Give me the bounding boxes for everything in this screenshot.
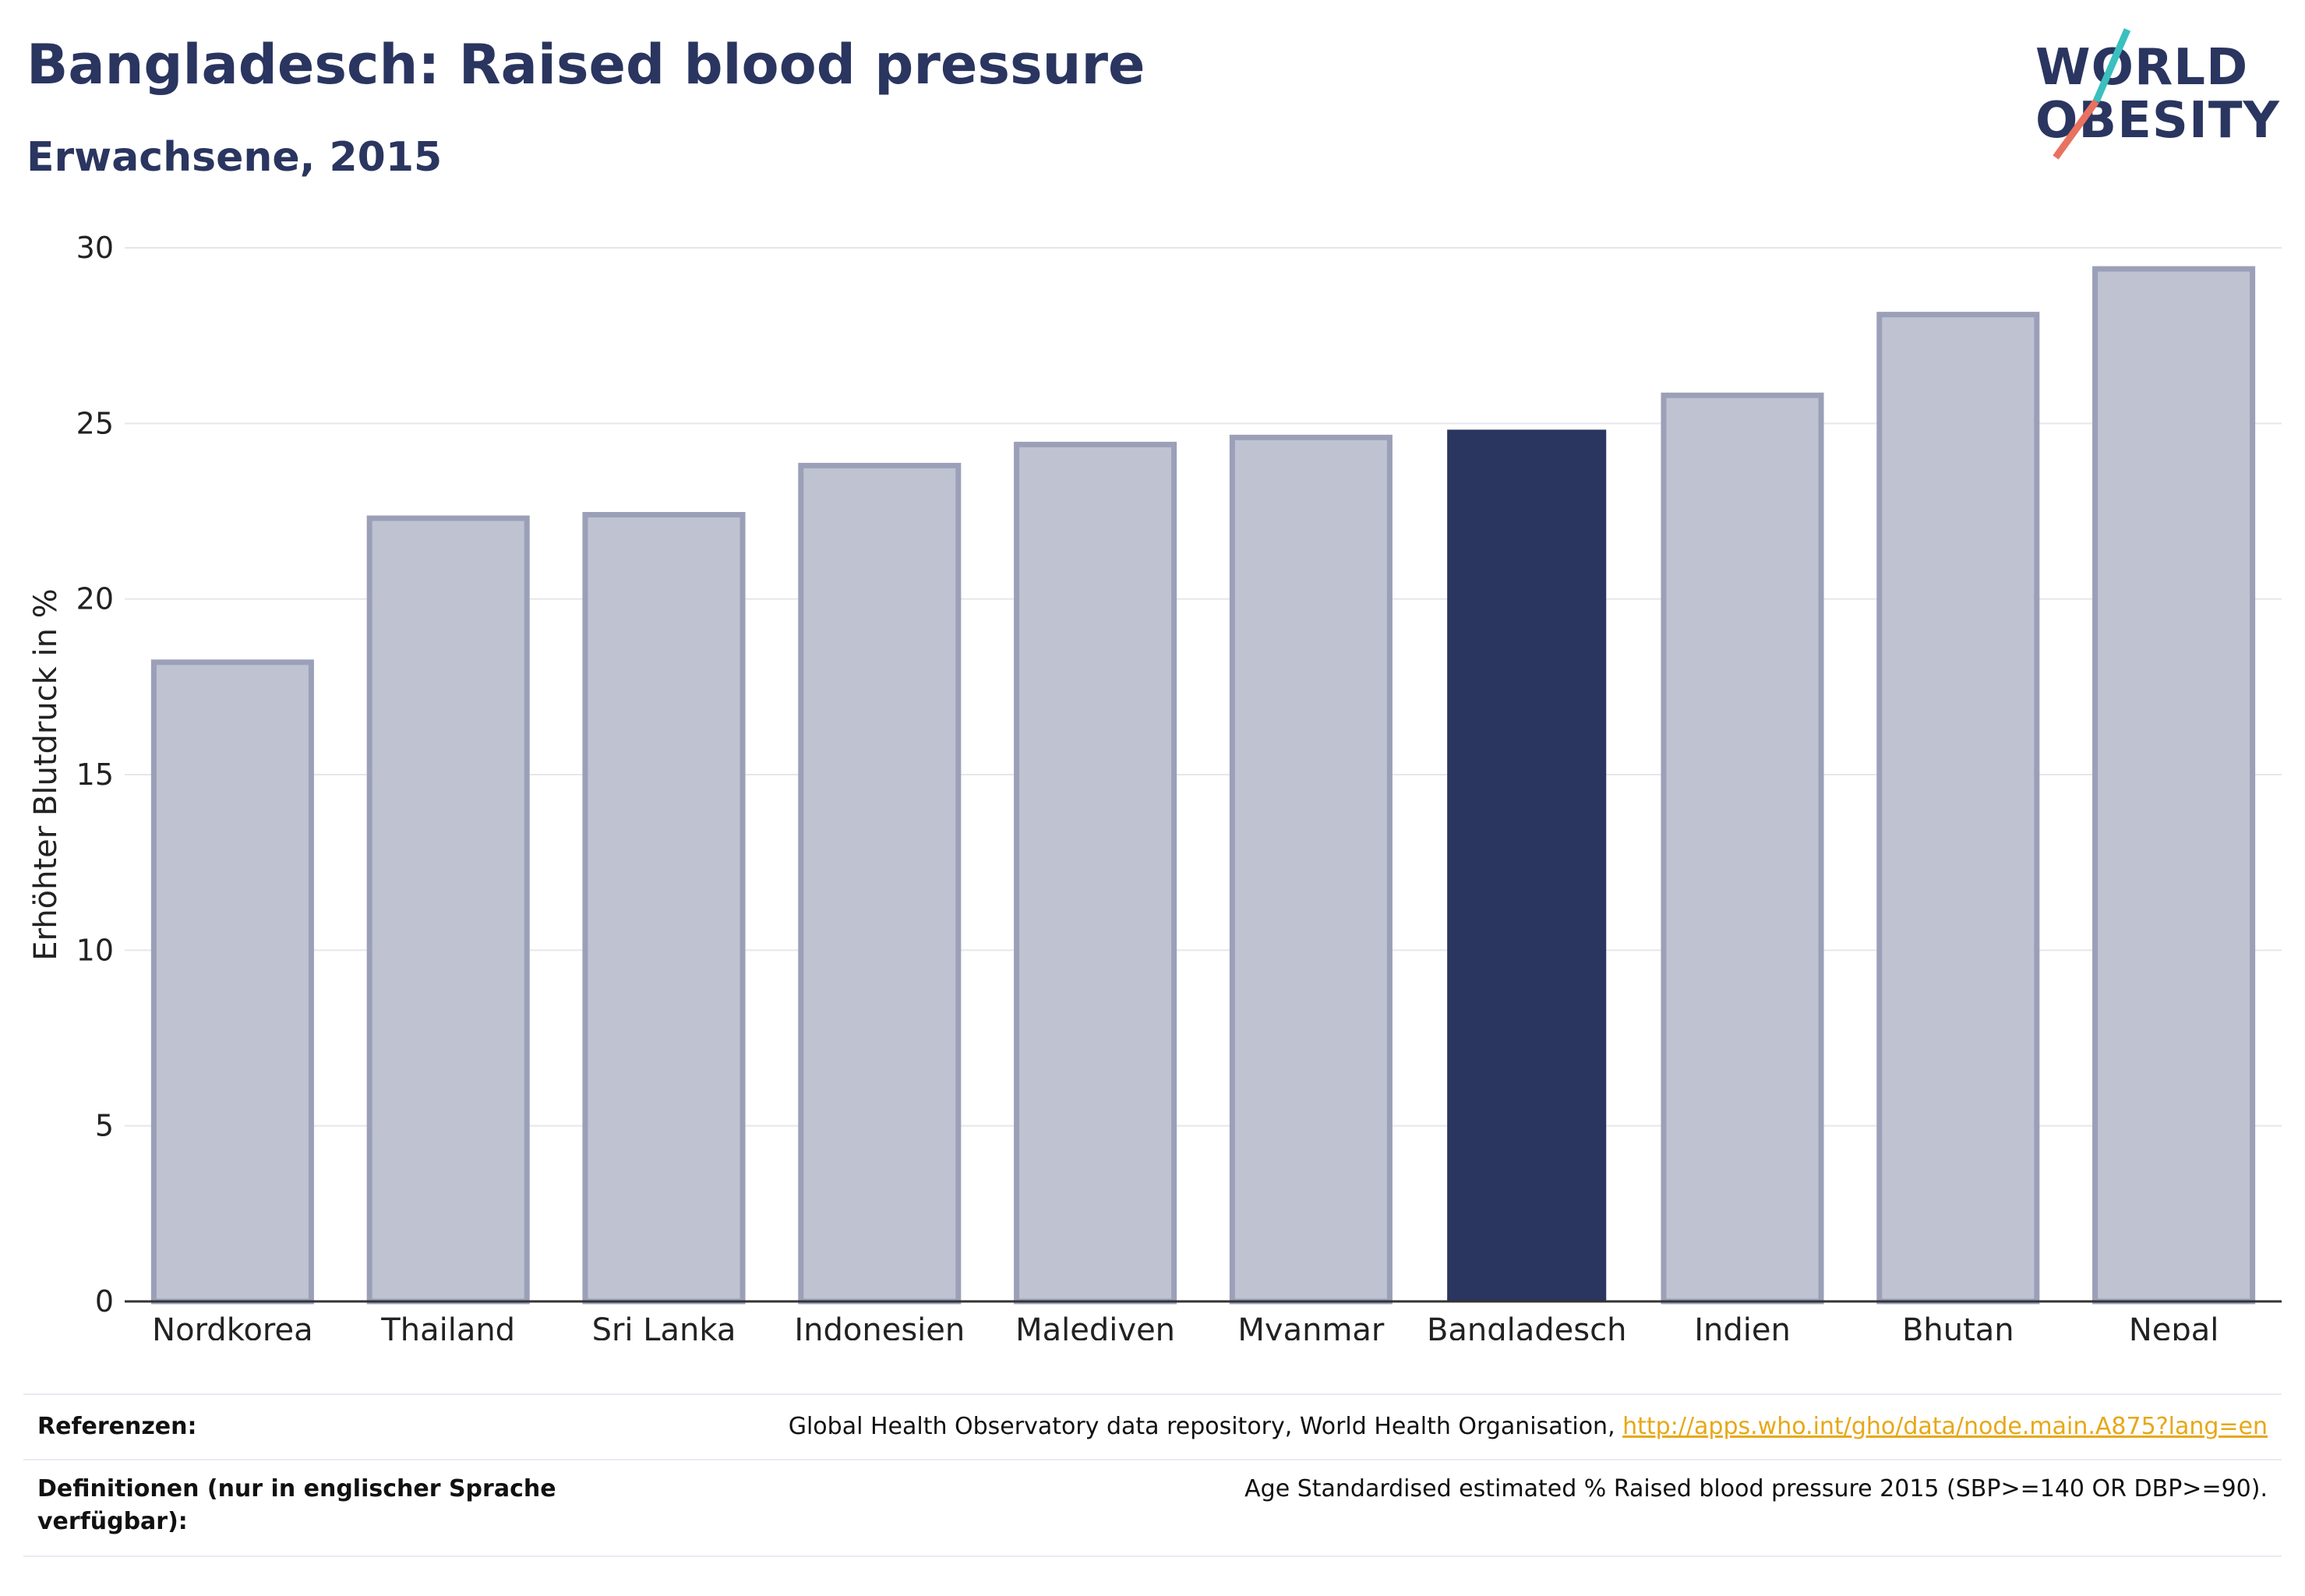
bar-indonesien: [798, 462, 962, 1305]
bar-chart: 0 5 10 15 20 25 30 Erhöhter Blutdruck in % Nordk…: [28, 231, 2282, 1340]
definitions-label: Definitionen (nur in englischer Sprache …: [37, 1475, 556, 1535]
chart-subtitle: Erwachsene, 2015: [26, 134, 443, 181]
x-tick-label: Indonesien: [794, 1312, 965, 1340]
logo-slash-coral: [2053, 99, 2099, 160]
x-tick-label: Bhutan: [1902, 1312, 2014, 1340]
chart-title: Bangladesch: Raised blood pressure: [26, 33, 1145, 97]
definitions-value: Age Standardised estimated % Raised bloo…: [1244, 1475, 2268, 1502]
references-label: Referenzen:: [37, 1413, 197, 1440]
x-tick-label: Malediven: [1015, 1312, 1175, 1340]
x-tick-label: Myanmar: [1237, 1312, 1385, 1340]
bar-indien: [1661, 392, 1824, 1305]
y-tick-label: 0: [95, 1284, 114, 1319]
bar-malediven: [1014, 441, 1177, 1305]
x-tick-label: Indien: [1694, 1312, 1791, 1340]
bar-nepal: [2092, 266, 2256, 1305]
x-tick-label: Bangladesch: [1427, 1312, 1627, 1340]
bar-bhutan: [1876, 312, 2040, 1305]
logo-slash-icon: [2053, 28, 2131, 160]
y-tick-label: 20: [76, 582, 114, 616]
y-tick-label: 30: [76, 231, 114, 265]
bar-thailand: [366, 515, 530, 1305]
y-tick-label: 15: [76, 757, 114, 792]
bar-myanmar: [1229, 434, 1393, 1305]
x-tick-label: Nordkorea: [152, 1312, 312, 1340]
world-obesity-logo: WORLD OBESITY: [2035, 23, 2293, 164]
logo-word-obesity: OBESITY: [2035, 92, 2280, 150]
y-tick-label: 5: [95, 1109, 114, 1143]
references-link[interactable]: http://apps.who.int/gho/data/node.main.A…: [1622, 1413, 2268, 1440]
references-text: Global Health Observatory data repositor…: [788, 1413, 1623, 1440]
references-value: Global Health Observatory data repositor…: [789, 1411, 2268, 1443]
y-tick-label: 25: [76, 406, 114, 440]
logo-slash-teal: [2092, 28, 2131, 103]
bar-sri-lanka: [582, 512, 746, 1305]
x-tick-label: Thailand: [380, 1312, 515, 1340]
footer-bottom-rule: [23, 1555, 2282, 1557]
footer-references-row: Referenzen: Global Health Observatory da…: [23, 1393, 2282, 1460]
x-tick-label: Nepal: [2129, 1312, 2219, 1340]
y-axis-label: Erhöhter Blutdruck in %: [28, 588, 64, 960]
logo-word-world: WORLD: [2035, 39, 2249, 97]
footer-definitions-row: Definitionen (nur in englischer Sprache …: [23, 1459, 2282, 1557]
bar-nordkorea: [150, 659, 314, 1305]
y-tick-label: 10: [76, 933, 114, 967]
bar-bangladesch: [1447, 429, 1607, 1302]
x-tick-label: Sri Lanka: [592, 1312, 736, 1340]
